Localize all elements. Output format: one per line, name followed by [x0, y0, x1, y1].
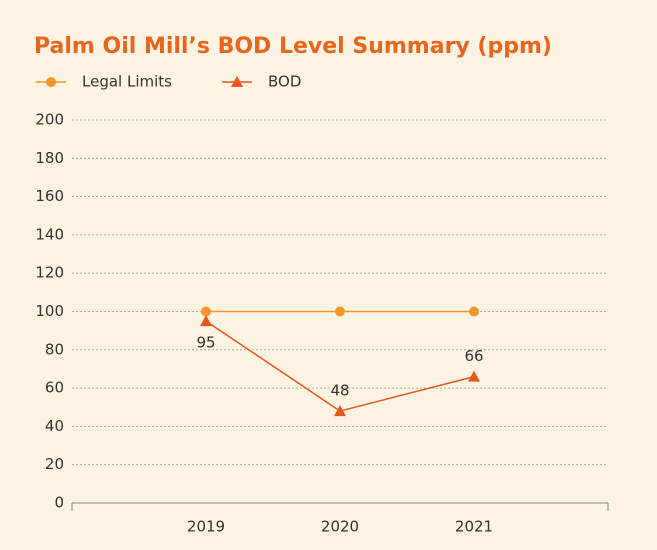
y-tick-label: 0 [54, 494, 64, 512]
y-tick-label: 160 [35, 187, 64, 205]
data-point [200, 315, 212, 327]
y-tick-label: 180 [35, 149, 64, 167]
data-label: 95 [196, 334, 215, 352]
y-tick-label: 100 [35, 302, 64, 320]
data-point [469, 306, 479, 317]
legend-label: Legal Limits [82, 73, 172, 91]
data-point [468, 370, 480, 382]
data-point [335, 306, 345, 317]
y-tick-label: 40 [45, 417, 64, 435]
legend-marker [46, 77, 56, 87]
y-tick-label: 80 [45, 340, 64, 358]
y-tick-label: 120 [35, 264, 64, 282]
data-label: 66 [464, 347, 483, 365]
x-tick-label: 2019 [187, 518, 225, 536]
y-tick-label: 200 [35, 111, 64, 129]
y-tick-label: 20 [45, 455, 64, 473]
chart-title: Palm Oil Mill’s BOD Level Summary (ppm) [34, 34, 552, 59]
data-point [201, 306, 211, 317]
data-label: 48 [330, 382, 349, 400]
data-point [334, 405, 346, 417]
x-tick-label: 2021 [455, 518, 493, 536]
y-tick-label: 60 [45, 379, 64, 397]
legend-marker [230, 76, 243, 87]
y-tick-label: 140 [35, 225, 64, 243]
x-tick-label: 2020 [321, 518, 359, 536]
legend-label: BOD [268, 73, 301, 91]
